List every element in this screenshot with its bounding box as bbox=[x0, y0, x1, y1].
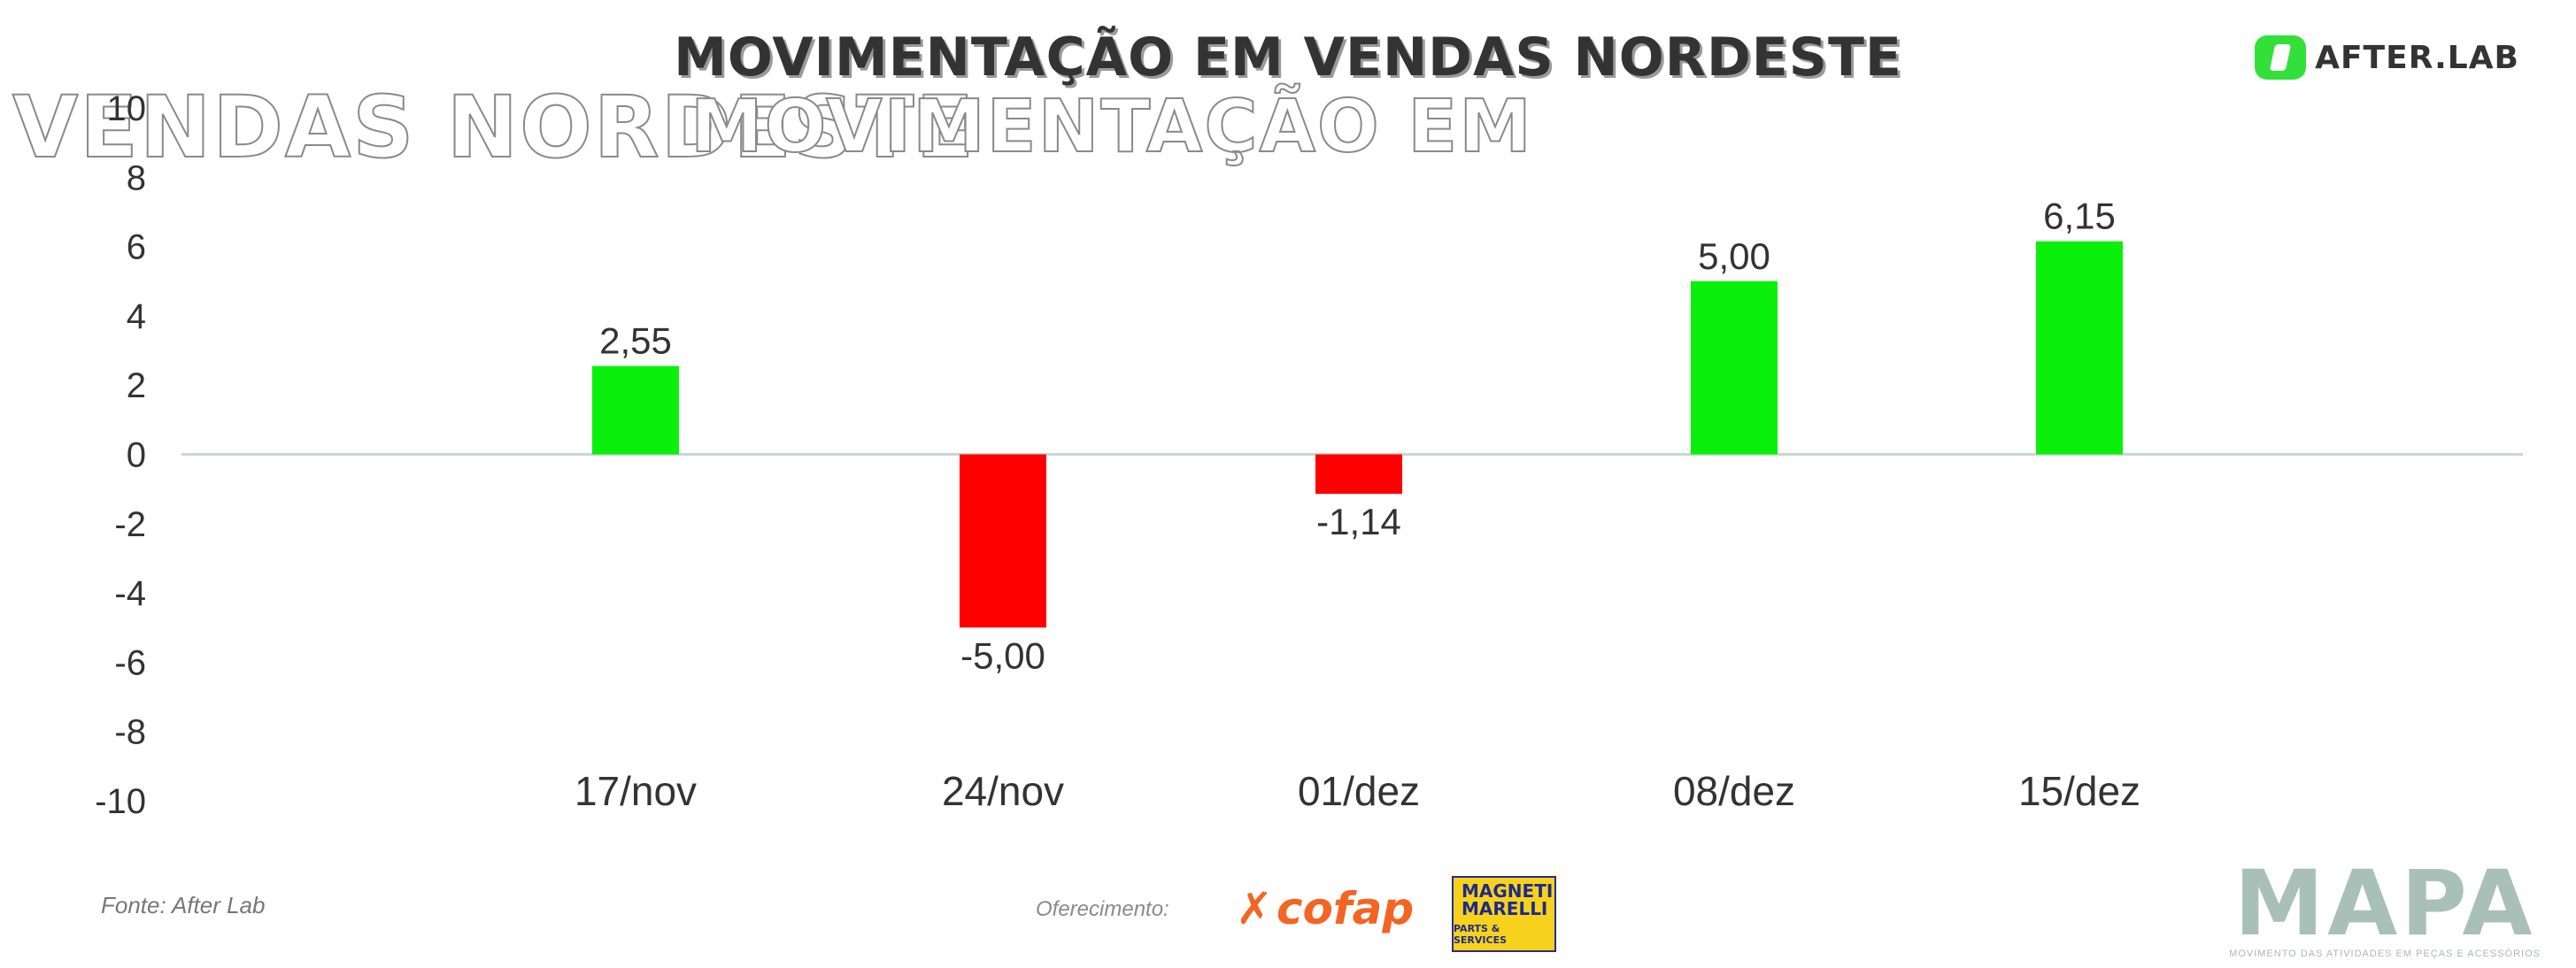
x-tick-label: 17/nov bbox=[575, 768, 697, 814]
chart-title: MOVIMENTAÇÃO EM VENDAS NORDESTE bbox=[674, 27, 1902, 88]
afterlab-logo-text: AFTER.LAB bbox=[2315, 39, 2519, 76]
bar bbox=[592, 365, 679, 455]
ghost-title-left: VENDAS NORDESTE bbox=[12, 77, 976, 178]
data-label: 6,15 bbox=[2043, 196, 2116, 237]
ghost-title-right: MOVIMENTAÇÃO EM bbox=[690, 84, 1533, 170]
data-label: -1,14 bbox=[1316, 501, 1401, 542]
magneti-marelli-logo: MAGNETI MARELLI PARTS & SERVICES bbox=[1452, 876, 1556, 952]
data-label: 2,55 bbox=[599, 320, 672, 362]
cofap-chevron-icon: ✗ bbox=[1236, 883, 1273, 934]
cofap-logo: ✗ cofap bbox=[1236, 883, 1414, 934]
bar bbox=[1315, 454, 1402, 495]
bar bbox=[960, 454, 1046, 628]
mapa-logo: MAPA MOVIMENTO DAS ATIVIDADES EM PEÇAS E… bbox=[2229, 851, 2541, 960]
bar bbox=[2036, 241, 2123, 455]
data-label: 5,00 bbox=[1698, 235, 1770, 277]
y-tick-label: -6 bbox=[114, 643, 146, 682]
source-note: Fonte: After Lab bbox=[101, 892, 266, 918]
y-tick-label: 4 bbox=[127, 297, 146, 336]
mapa-logo-text: MAPA bbox=[2233, 851, 2536, 956]
mapa-tagline: MOVIMENTO DAS ATIVIDADES EM PEÇAS E ACES… bbox=[2229, 949, 2541, 959]
bar-chart: 10 8 6 4 2 0 -2 -4 -6 -8 -10 2,55 17/nov -5,00 24/nov -… bbox=[95, 89, 2523, 821]
y-tick-label: 10 bbox=[107, 89, 147, 128]
y-tick-label: -8 bbox=[114, 713, 146, 752]
data-label: -5,00 bbox=[960, 634, 1045, 676]
magneti-marelli-title: MAGNETI MARELLI bbox=[1462, 880, 1554, 919]
y-tick-label: 2 bbox=[127, 366, 146, 405]
magneti-marelli-subtitle: PARTS & SERVICES bbox=[1454, 923, 1508, 946]
x-tick-label: 08/dez bbox=[1673, 768, 1795, 814]
cofap-logo-text: cofap bbox=[1276, 883, 1415, 934]
y-tick-label: 0 bbox=[127, 436, 146, 475]
afterlab-logo-icon bbox=[2255, 35, 2307, 80]
x-tick-label: 24/nov bbox=[942, 768, 1064, 814]
y-tick-label: -2 bbox=[114, 505, 146, 544]
x-tick-label: 15/dez bbox=[2018, 768, 2140, 814]
x-tick-label: 01/dez bbox=[1298, 768, 1420, 814]
y-tick-label: 8 bbox=[127, 158, 146, 197]
sponsor-label: Oferecimento: bbox=[1036, 897, 1169, 921]
bar bbox=[1691, 280, 1778, 455]
y-tick-label: 6 bbox=[127, 228, 146, 267]
afterlab-brand: AFTER.LAB bbox=[2255, 35, 2519, 80]
y-tick-label: -10 bbox=[95, 782, 146, 821]
y-tick-label: -4 bbox=[114, 574, 146, 613]
